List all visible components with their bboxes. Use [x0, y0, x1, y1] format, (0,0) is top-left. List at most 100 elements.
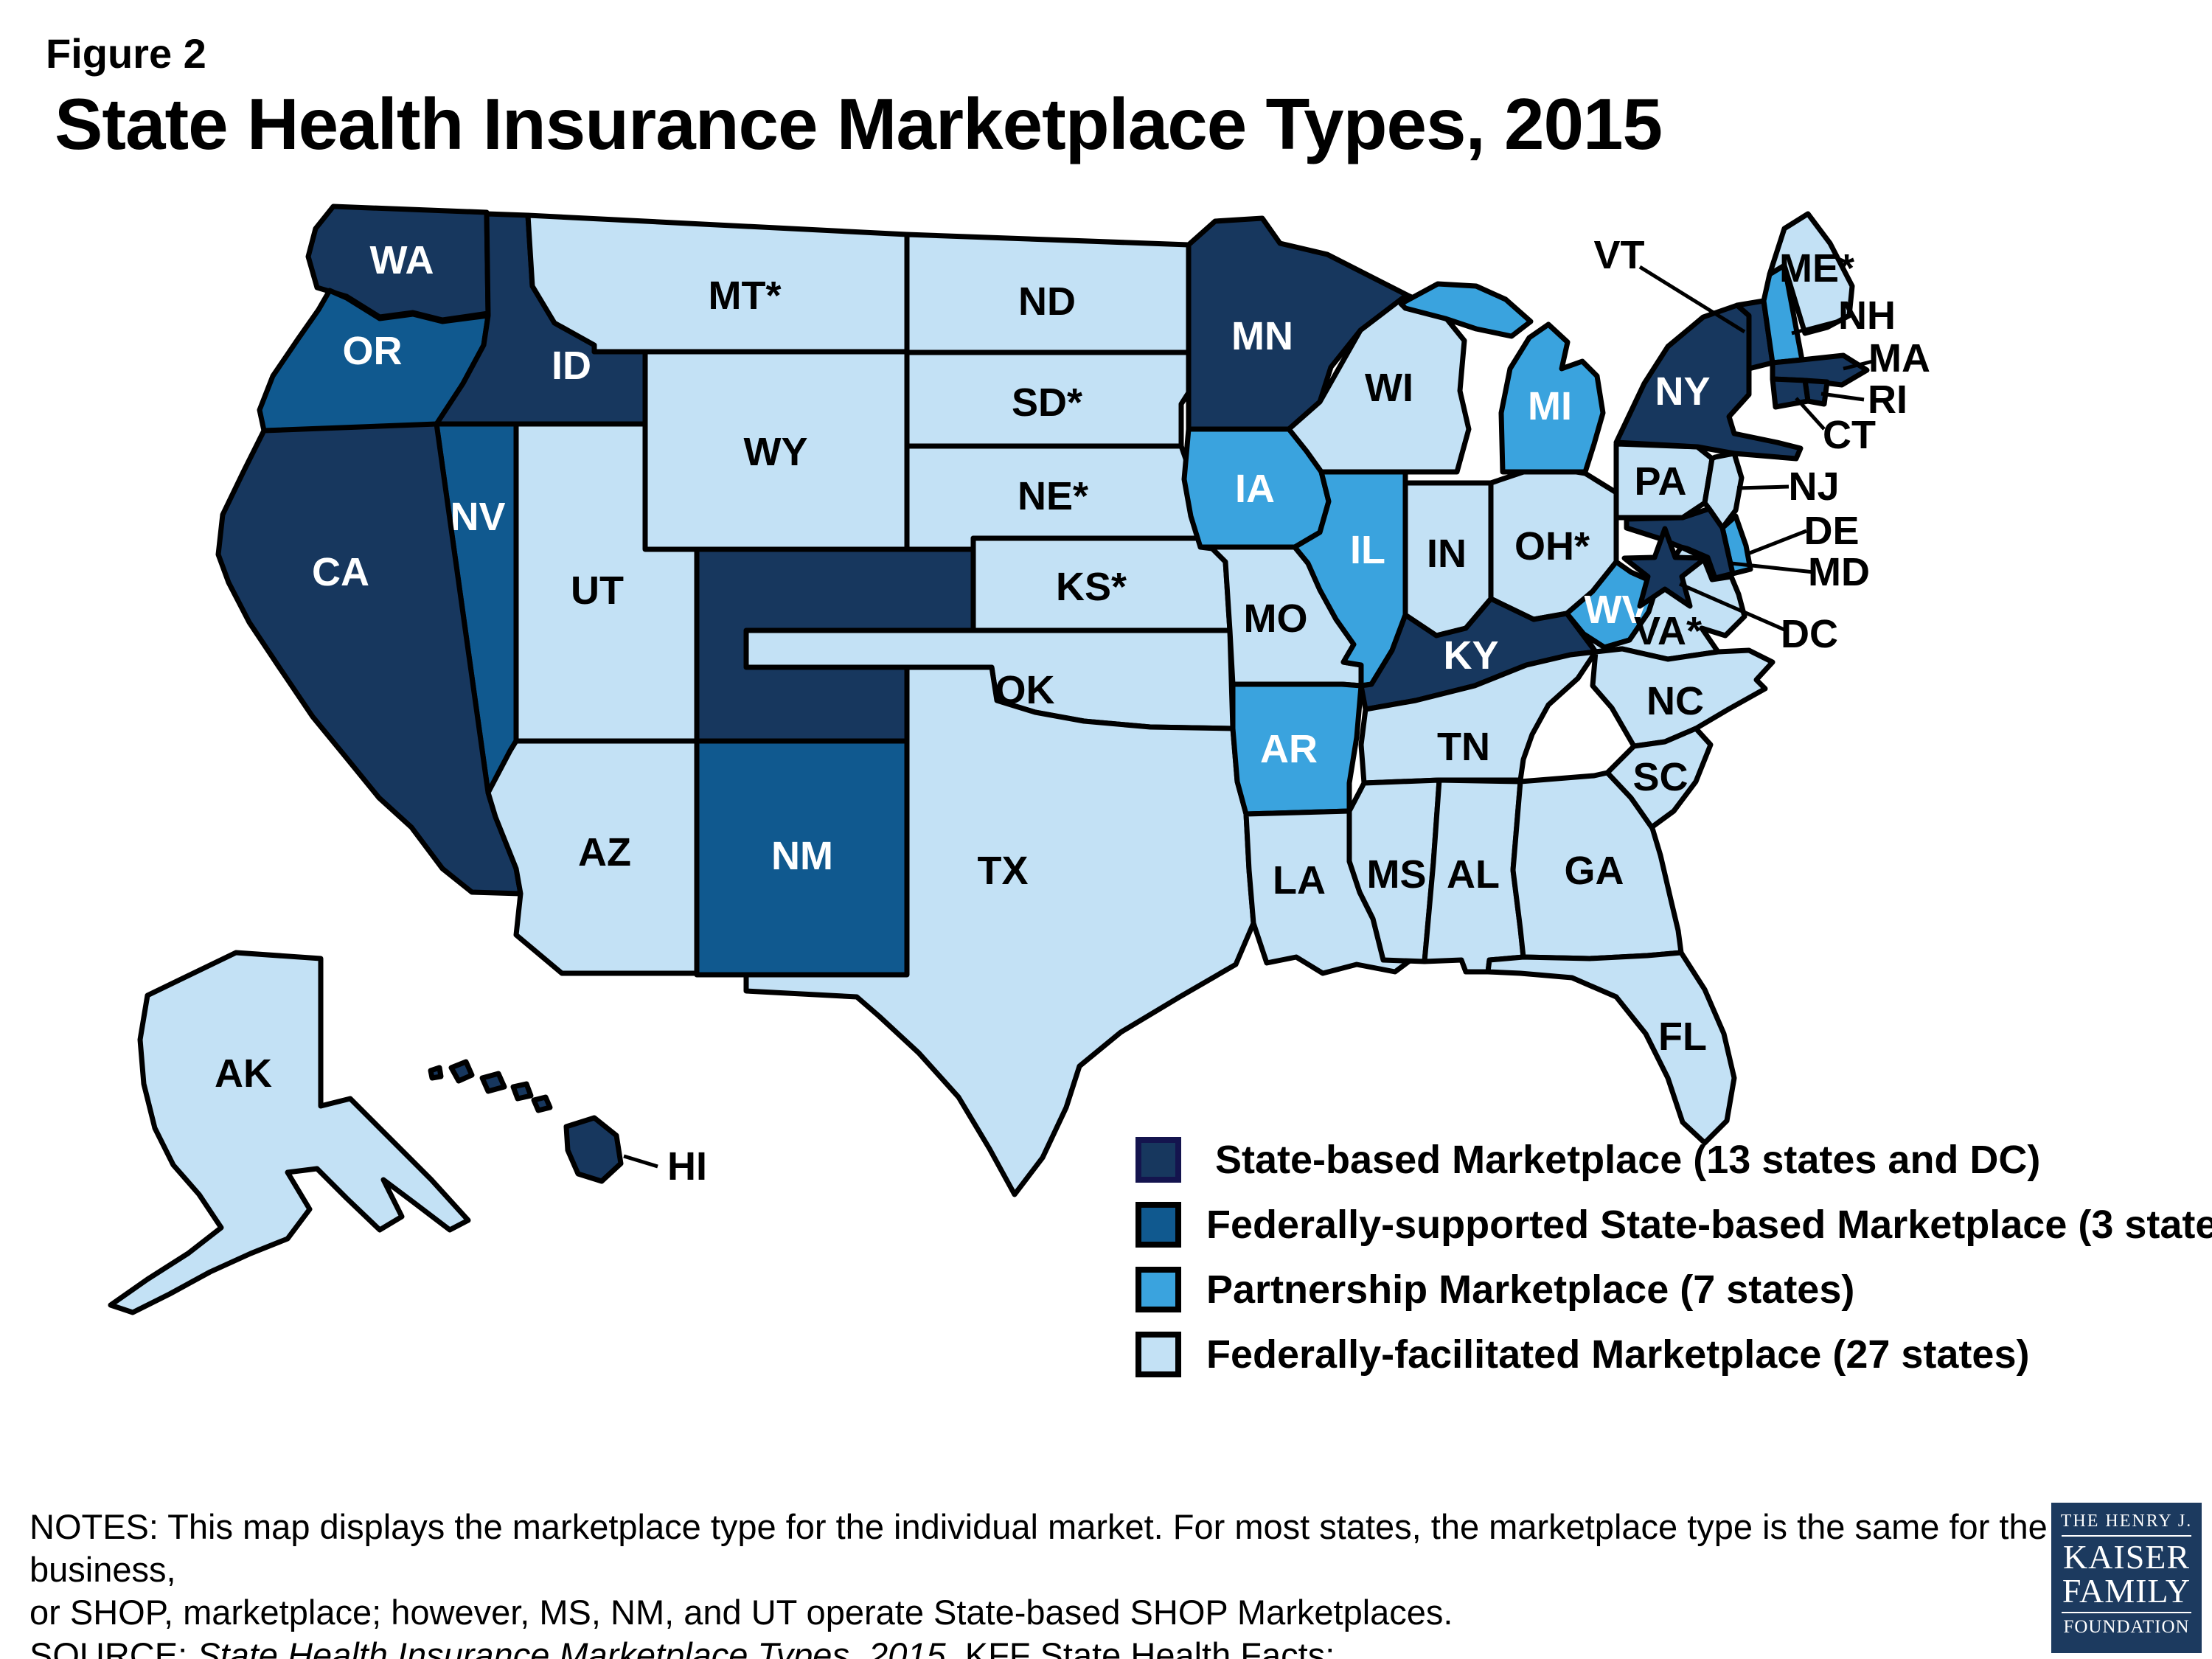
- label-VT: VT: [1593, 233, 1644, 277]
- svg-text:AK: AK: [215, 1051, 272, 1096]
- kff-logo-line3: FAMILY: [2062, 1572, 2191, 1610]
- state-NH: [1761, 262, 1805, 366]
- svg-text:OH*: OH*: [1514, 524, 1590, 568]
- legend-label-partnership: Partnership Marketplace (7 states): [1206, 1267, 1855, 1312]
- legend-swatch-state-based: [1135, 1137, 1181, 1183]
- state-AL: AL: [1422, 777, 1526, 975]
- svg-text:KY: KY: [1443, 633, 1498, 678]
- svg-text:MT*: MT*: [709, 274, 782, 318]
- state-AR: AR: [1230, 681, 1364, 817]
- kff-logo-rule-top: [2062, 1535, 2191, 1537]
- svg-text:SD*: SD*: [1012, 380, 1082, 425]
- legend-label-state-based: State-based Marketplace (13 states and D…: [1215, 1138, 2041, 1182]
- svg-text:MS: MS: [1367, 852, 1427, 897]
- state-WY: WY: [642, 349, 910, 552]
- svg-text:PA: PA: [1634, 459, 1686, 504]
- leader-line-CT: [1795, 397, 1826, 431]
- kff-logo-line1: THE HENRY J.: [2060, 1512, 2193, 1531]
- state-NC: NC: [1590, 646, 1775, 749]
- svg-text:VA*: VA*: [1634, 609, 1702, 653]
- label-DC: DC: [1781, 612, 1838, 656]
- leader-line-DE: [1745, 529, 1807, 557]
- notes-block: NOTES: This map displays the marketplace…: [29, 1506, 2212, 1659]
- leader-line-MA: [1843, 359, 1874, 371]
- source-line: SOURCE: State Health Insurance Marketpla…: [29, 1634, 2212, 1659]
- svg-text:FL: FL: [1658, 1015, 1707, 1059]
- leader-line-MD: [1731, 561, 1815, 574]
- svg-text:ID: ID: [552, 344, 591, 388]
- state-ND: ND: [904, 232, 1192, 355]
- svg-text:MN: MN: [1231, 314, 1293, 358]
- leader-line-HI: [623, 1154, 658, 1169]
- svg-text:NC: NC: [1646, 679, 1704, 723]
- legend-item-partnership: Partnership Marketplace (7 states): [1135, 1267, 2212, 1312]
- state-NE: NE*: [904, 443, 1212, 552]
- notes-line-1: NOTES: This map displays the marketplace…: [29, 1507, 2138, 1589]
- figure-label: Figure 2: [46, 30, 206, 77]
- svg-text:WY: WY: [744, 430, 808, 474]
- state-MS: MS: [1346, 777, 1442, 964]
- svg-text:WI: WI: [1365, 366, 1413, 410]
- svg-text:AL: AL: [1447, 852, 1500, 897]
- legend-label-federally-facilitated: Federally-facilitated Marketplace (27 st…: [1206, 1332, 2030, 1377]
- svg-text:CA: CA: [312, 550, 369, 594]
- svg-text:TX: TX: [977, 849, 1028, 893]
- svg-text:UT: UT: [571, 568, 624, 613]
- svg-text:KS*: KS*: [1056, 565, 1127, 609]
- legend-swatch-federally-supported: [1135, 1202, 1181, 1248]
- notes-line-2: or SHOP, marketplace; however, MS, NM, a…: [29, 1593, 1453, 1632]
- legend-swatch-federally-facilitated: [1135, 1332, 1181, 1377]
- svg-text:NE*: NE*: [1018, 474, 1088, 518]
- leader-line-NJ: [1736, 484, 1790, 490]
- kff-logo: THE HENRY J. KAISER FAMILY FOUNDATION: [2051, 1503, 2202, 1653]
- svg-text:OR: OR: [343, 329, 403, 373]
- kff-logo-line2: KAISER: [2062, 1538, 2191, 1576]
- svg-text:SC: SC: [1632, 755, 1688, 799]
- kff-logo-rule-bottom: [2062, 1612, 2191, 1613]
- legend-item-state-based: State-based Marketplace (13 states and D…: [1135, 1137, 2212, 1183]
- label-DE: DE: [1804, 509, 1859, 553]
- state-MD: [1624, 506, 1736, 581]
- label-MD: MD: [1808, 550, 1870, 594]
- state-HI: [428, 1059, 624, 1184]
- state-MT: MT*: [525, 212, 910, 355]
- svg-text:LA: LA: [1273, 858, 1326, 902]
- source-title-italic: State Health Insurance Marketplace Types…: [197, 1635, 956, 1659]
- state-NM: NM: [694, 738, 910, 978]
- legend: State-based Marketplace (13 states and D…: [1135, 1137, 2212, 1397]
- svg-text:WA: WA: [370, 238, 434, 282]
- svg-text:GA: GA: [1565, 849, 1624, 893]
- label-NJ: NJ: [1788, 465, 1839, 509]
- state-AZ: AZ: [485, 738, 700, 976]
- svg-text:TN: TN: [1437, 725, 1490, 769]
- legend-item-federally-supported: Federally-supported State-based Marketpl…: [1135, 1202, 2212, 1248]
- label-RI: RI: [1868, 378, 1907, 422]
- label-NH: NH: [1838, 293, 1896, 338]
- label-CT: CT: [1823, 413, 1876, 457]
- svg-text:IA: IA: [1235, 467, 1275, 511]
- legend-item-federally-facilitated: Federally-facilitated Marketplace (27 st…: [1135, 1332, 2212, 1377]
- svg-text:AZ: AZ: [578, 830, 631, 874]
- state-SC: SC: [1604, 726, 1714, 830]
- svg-text:IL: IL: [1350, 528, 1385, 572]
- state-WI: WI: [1286, 292, 1472, 475]
- dc-star-icon: [1621, 526, 1708, 609]
- leader-line-RI: [1820, 392, 1865, 402]
- state-MI: MI: [1398, 281, 1606, 475]
- label-MA: MA: [1868, 336, 1930, 380]
- state-AK: AK: [108, 950, 471, 1315]
- state-NY: NY: [1613, 302, 1804, 462]
- svg-text:ND: ND: [1018, 279, 1076, 324]
- svg-text:NM: NM: [771, 834, 833, 878]
- state-SD: SD*: [904, 349, 1197, 449]
- svg-text:MO: MO: [1244, 597, 1308, 641]
- leader-line-DC: [1678, 582, 1786, 632]
- state-ME: ME*: [1767, 211, 1855, 336]
- leader-line-NH: [1791, 318, 1843, 335]
- leader-line-VT: [1638, 265, 1746, 334]
- legend-swatch-partnership: [1135, 1267, 1181, 1312]
- svg-text:MI: MI: [1528, 384, 1572, 428]
- legend-label-federally-supported: Federally-supported State-based Marketpl…: [1206, 1203, 2212, 1247]
